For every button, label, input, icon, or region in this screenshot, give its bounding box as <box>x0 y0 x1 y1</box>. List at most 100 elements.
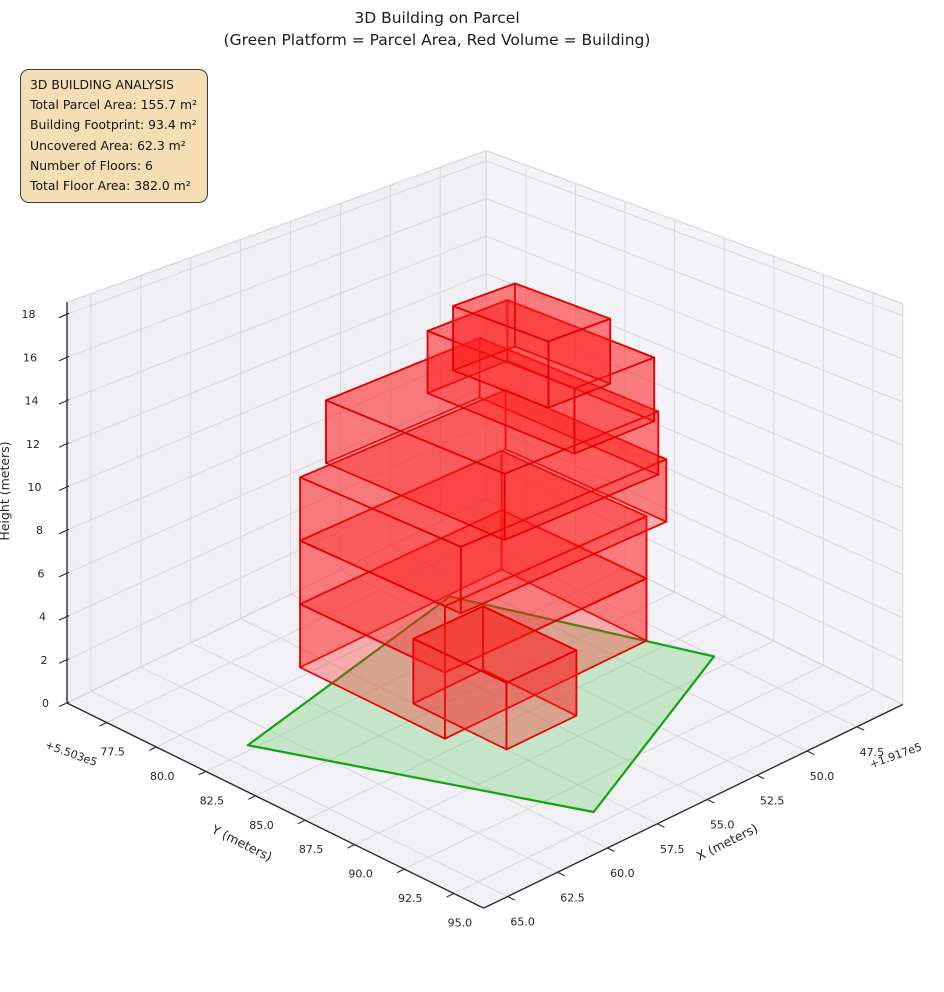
x-tick-mark <box>756 774 765 780</box>
y-tick-mark <box>297 819 306 825</box>
y-spine <box>66 702 484 909</box>
z-tick-mark <box>58 355 70 362</box>
analysis-footprint: Building Footprint: 93.4 m² <box>30 117 197 133</box>
x-tick-label: 47.5 <box>860 746 885 759</box>
z-tick-label: 6 <box>38 567 45 580</box>
y-tick-label: 80.0 <box>150 770 175 783</box>
grid-z-right <box>485 310 903 489</box>
grid-z-left <box>66 461 487 661</box>
y-tick-label: 95.0 <box>448 917 473 930</box>
grid-y-floor <box>354 640 775 846</box>
z-tick-label: 10 <box>28 481 42 494</box>
y-tick-mark <box>148 746 157 751</box>
grid-x-floor <box>340 569 758 776</box>
y-tick-label: 77.5 <box>100 746 125 759</box>
grid-y-floor <box>404 664 824 870</box>
z-axis-label: Height (meters) <box>0 441 12 540</box>
y-tick-mark <box>99 722 107 727</box>
grid-z-left <box>66 160 487 315</box>
y-tick-label: 82.5 <box>200 794 225 807</box>
grid-y-floor <box>255 591 675 797</box>
x-tick-mark <box>657 823 665 828</box>
grid-x-floor <box>440 521 858 728</box>
grid-z-right <box>485 160 903 317</box>
grid-x-floor <box>90 690 508 897</box>
x-tick-mark <box>557 871 565 877</box>
x-tick-label: 62.5 <box>560 891 585 904</box>
y-tick-mark <box>396 868 405 874</box>
y-tick-mark <box>347 844 355 849</box>
pane-edge <box>485 150 903 305</box>
x-tick-mark <box>806 750 815 756</box>
analysis-num-floors: Number of Floors: 6 <box>30 157 153 173</box>
grid-z-right <box>485 198 903 360</box>
z-tick-mark <box>58 485 70 491</box>
chart-title-line2: (Green Platform = Parcel Area, Red Volum… <box>223 31 651 49</box>
x-tick-label: 50.0 <box>810 770 835 783</box>
x-tick-label: 65.0 <box>510 916 535 929</box>
chart-title: 3D Building on Parcel (Green Platform = … <box>0 7 874 51</box>
grid-x-floor <box>190 642 608 849</box>
building-annex-face-top <box>412 605 578 684</box>
x-tick-label: 55.0 <box>710 819 735 832</box>
grid-z-left <box>66 386 487 574</box>
y-tick-mark <box>198 770 207 776</box>
z-tick-mark <box>58 701 70 708</box>
z-tick-mark <box>58 312 70 319</box>
grid-z-right <box>485 348 904 533</box>
pane-edge <box>485 498 904 705</box>
x-tick-mark <box>507 896 516 901</box>
z-tick-label: 14 <box>25 395 39 408</box>
parcel-polygon <box>246 595 716 814</box>
chart-title-line1: 3D Building on Parcel <box>354 9 520 27</box>
analysis-parcel-area: Total Parcel Area: 155.7 m² <box>30 97 198 113</box>
analysis-uncovered-area: Uncovered Area: 62.3 m² <box>30 137 186 153</box>
grid-z-left <box>66 348 487 531</box>
z-tick-label: 18 <box>22 308 36 321</box>
z-tick-label: 12 <box>26 438 40 451</box>
grid-y-floor <box>106 518 527 723</box>
grid-x-floor <box>140 666 558 873</box>
z-tick-mark <box>58 571 70 578</box>
grid-z-left <box>66 423 487 618</box>
grid-z-right <box>485 273 903 446</box>
building-analysis-box: 3D BUILDING ANALYSIS Total Parcel Area: … <box>20 69 209 204</box>
y-axis-offset-text: +5.503e5 <box>43 738 99 769</box>
grid-z-right <box>485 386 904 576</box>
pane-edge <box>66 150 487 303</box>
y-tick-mark <box>446 893 455 898</box>
grid-y-floor <box>453 689 874 894</box>
z-tick-mark <box>58 442 70 448</box>
grid-z-left <box>66 273 487 445</box>
z-tick-mark <box>58 528 70 535</box>
pane-edge <box>66 498 487 704</box>
z-tick-label: 0 <box>42 697 49 710</box>
z-tick-mark <box>58 615 70 621</box>
y-tick-mark <box>248 795 256 800</box>
grid-z-left <box>66 198 487 358</box>
pane-back-left <box>67 150 487 703</box>
grid-x-floor <box>390 545 808 752</box>
z-tick-label: 4 <box>39 611 46 624</box>
x-tick-mark <box>706 799 715 804</box>
grid-z-right <box>485 461 904 662</box>
building-floor-5-face-top <box>426 299 656 390</box>
y-tick-label: 85.0 <box>249 819 274 832</box>
building-floor-6-face-top <box>452 282 612 343</box>
z-tick-mark <box>58 658 70 664</box>
z-tick-mark <box>58 399 70 405</box>
x-tick-mark <box>607 847 615 853</box>
grid-z-left <box>66 235 487 402</box>
x-tick-label: 60.0 <box>610 867 635 880</box>
z-tick-label: 2 <box>41 654 48 667</box>
grid-z-right <box>485 235 903 403</box>
analysis-heading: 3D BUILDING ANALYSIS <box>30 77 174 92</box>
grid-z-right <box>485 423 904 619</box>
z-tick-label: 8 <box>36 524 43 537</box>
pane-back-right <box>486 150 903 705</box>
z-tick-label: 16 <box>23 351 37 364</box>
grid-x-floor <box>290 593 708 800</box>
grid-y-floor <box>205 567 626 772</box>
